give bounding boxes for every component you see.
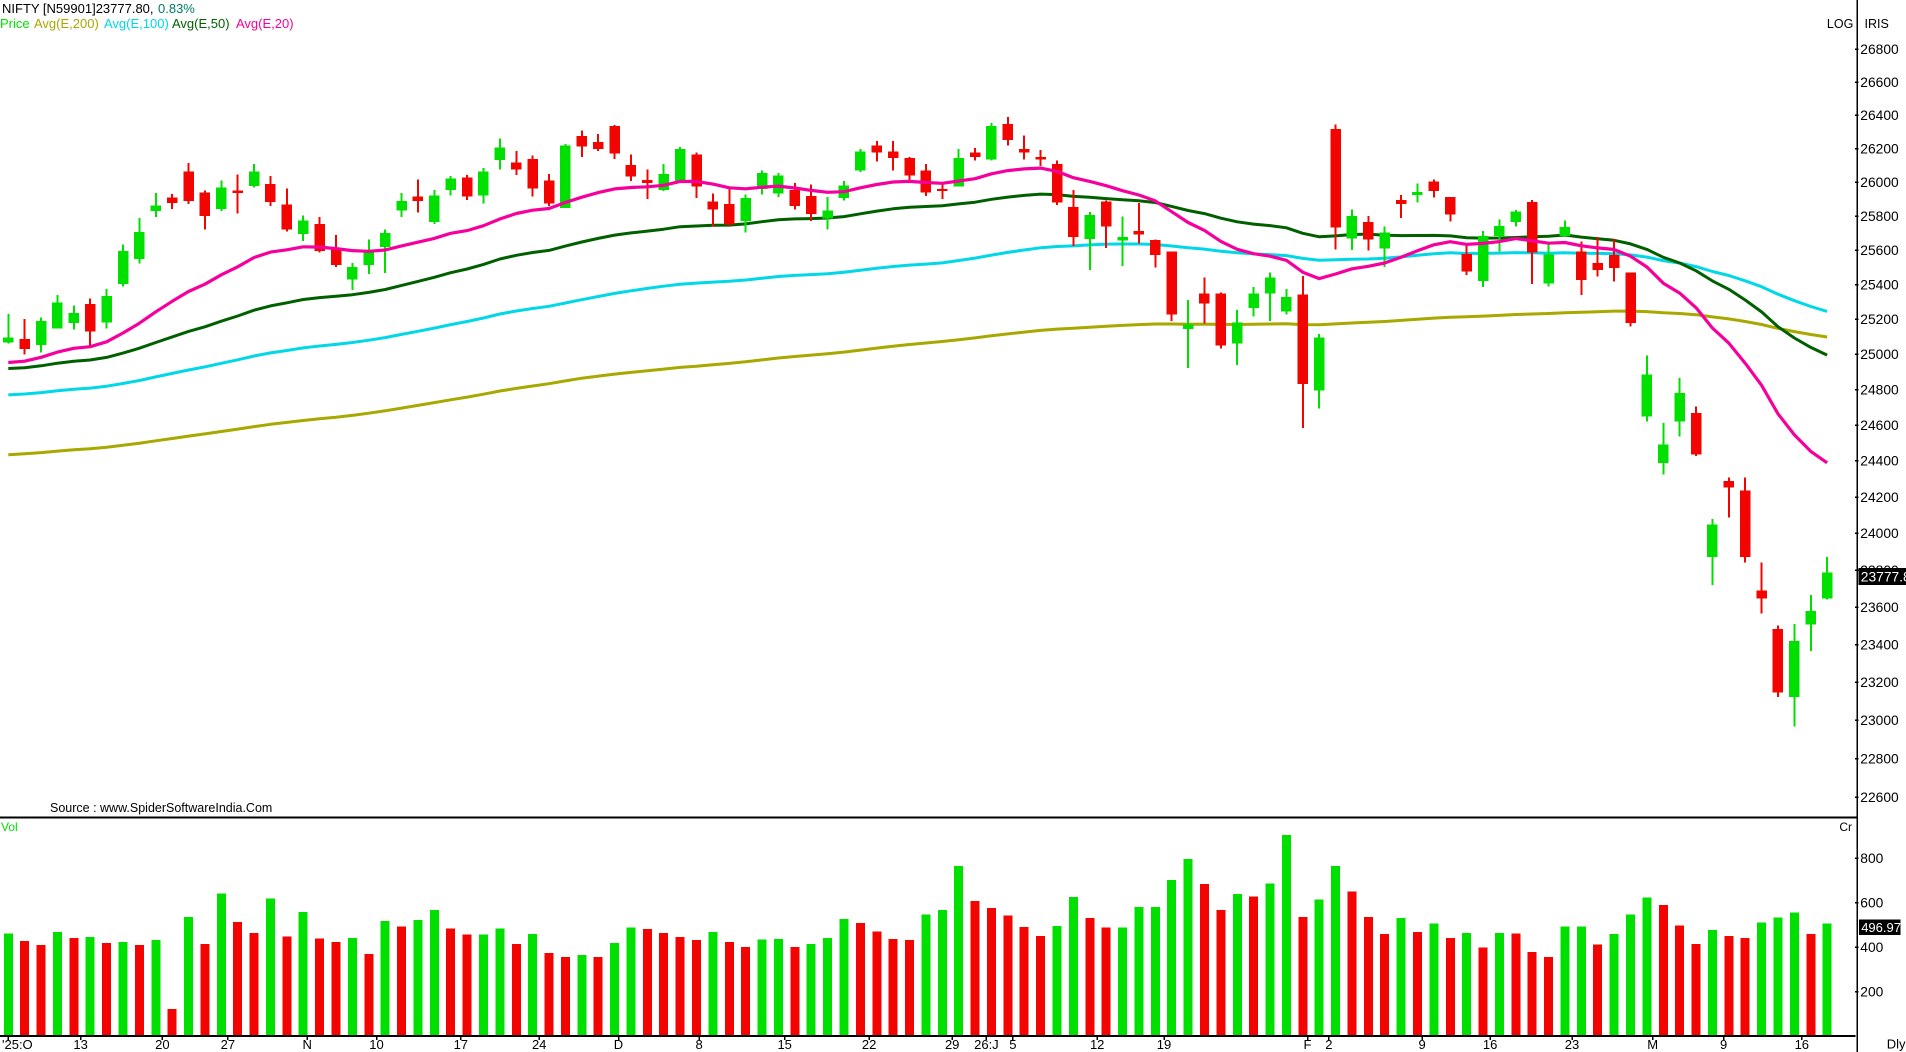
svg-text:16: 16 [1483,1037,1497,1052]
svg-text:26:J: 26:J [974,1037,999,1052]
svg-text:Avg(E,20): Avg(E,20) [236,16,294,31]
svg-text:Avg(E,100): Avg(E,100) [104,16,169,31]
svg-text:25400: 25400 [1860,277,1899,292]
svg-text:22: 22 [862,1037,876,1052]
svg-text:9: 9 [1418,1037,1425,1052]
svg-text:25600: 25600 [1860,243,1899,258]
svg-text:29: 29 [945,1037,959,1052]
svg-text:9: 9 [1720,1037,1727,1052]
svg-text:M: M [1647,1037,1658,1052]
svg-text:Avg(E,50): Avg(E,50) [172,16,230,31]
svg-text:25000: 25000 [1860,347,1899,362]
svg-text:10: 10 [369,1037,383,1052]
svg-text:24200: 24200 [1860,490,1899,505]
svg-text:17: 17 [454,1037,468,1052]
svg-text:23000: 23000 [1860,713,1899,728]
svg-text:23600: 23600 [1860,600,1899,615]
svg-text:Source : www.SpiderSoftwareInd: Source : www.SpiderSoftwareIndia.Com [50,801,272,815]
svg-text:16: 16 [1795,1037,1809,1052]
svg-text:24: 24 [532,1037,546,1052]
svg-text:26800: 26800 [1860,42,1899,57]
svg-text:20: 20 [155,1037,169,1052]
svg-text:24000: 24000 [1860,526,1899,541]
svg-text:12: 12 [1090,1037,1104,1052]
svg-text:2: 2 [1325,1037,1332,1052]
svg-text:24800: 24800 [1860,382,1899,397]
svg-text:NIFTY [N59901]23777.80,: NIFTY [N59901]23777.80, [2,1,154,16]
svg-text:400: 400 [1860,940,1883,955]
svg-text:23: 23 [1565,1037,1579,1052]
svg-text:200: 200 [1860,984,1883,999]
svg-text:26000: 26000 [1860,175,1899,190]
svg-text:Avg(E,200): Avg(E,200) [34,16,99,31]
svg-text:23200: 23200 [1860,675,1899,690]
svg-text:22600: 22600 [1860,790,1899,805]
svg-text:N: N [303,1037,312,1052]
svg-text:800: 800 [1860,851,1883,866]
svg-text:'25:O: '25:O [2,1037,33,1052]
svg-text:27: 27 [221,1037,235,1052]
svg-text:5: 5 [1009,1037,1016,1052]
svg-text:23777.8: 23777.8 [1861,570,1906,585]
svg-text:IRIS: IRIS [1865,17,1889,31]
svg-text:LOG: LOG [1827,17,1853,31]
svg-text:22800: 22800 [1860,751,1899,766]
svg-text:13: 13 [73,1037,87,1052]
svg-text:D: D [614,1037,623,1052]
svg-text:F: F [1304,1037,1312,1052]
svg-text:Dly: Dly [1887,1037,1906,1052]
svg-text:Price: Price [0,16,30,31]
svg-text:24400: 24400 [1860,454,1899,469]
svg-text:26600: 26600 [1860,75,1899,90]
svg-text:Cr: Cr [1839,820,1852,834]
svg-text:600: 600 [1860,895,1883,910]
svg-text:24600: 24600 [1860,418,1899,433]
svg-text:23400: 23400 [1860,637,1899,652]
svg-text:26200: 26200 [1860,141,1899,156]
svg-text:Vol: Vol [1,820,18,834]
svg-text:25800: 25800 [1860,209,1899,224]
svg-text:25200: 25200 [1860,312,1899,327]
svg-text:19: 19 [1157,1037,1171,1052]
svg-text:8: 8 [695,1037,702,1052]
svg-text:496.97: 496.97 [1861,920,1901,935]
svg-text:26400: 26400 [1860,108,1899,123]
svg-text:0.83%: 0.83% [158,1,195,16]
svg-text:15: 15 [777,1037,791,1052]
